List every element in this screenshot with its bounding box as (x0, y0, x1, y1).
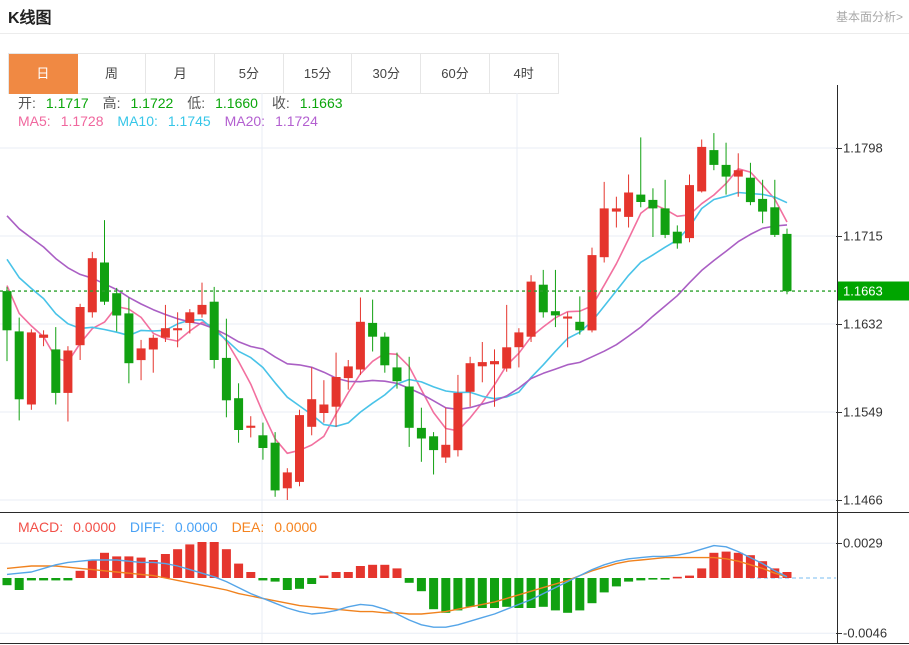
price-tick-1.1549: 1.1549 (843, 404, 883, 420)
ma10-value: 1.1745 (167, 113, 211, 129)
tab-5分[interactable]: 5分 (215, 54, 284, 94)
tab-周[interactable]: 周 (77, 54, 147, 94)
tab-30分[interactable]: 30分 (352, 54, 422, 94)
open-label: 开: (18, 95, 36, 111)
ma5-label: MA5: (18, 113, 51, 129)
fundamental-analysis-link[interactable]: 基本面分析> (835, 10, 903, 24)
dea-label: DEA: (231, 519, 265, 535)
ma10-label: MA10: (117, 113, 158, 129)
macd-value: 0.0000 (73, 519, 116, 535)
price-tick-1.1466: 1.1466 (843, 492, 883, 508)
price-tick-1.1549-tick (836, 412, 842, 413)
open-value: 1.1717 (45, 95, 89, 111)
ma20-label: MA20: (224, 113, 266, 129)
timeframe-tabbar: 日周月 5分 15分 30分 60分 4时 (8, 53, 559, 94)
bottom-border (0, 643, 909, 644)
page-title: K线图 (8, 10, 52, 27)
low-label: 低: (187, 95, 206, 111)
macd-tick-0.0029-tick (836, 543, 842, 544)
macd-readout: MACD: 0.0000 DIFF: 0.0000 DEA: 0.0000 (18, 519, 327, 535)
ma-readout: MA5: 1.1728 MA10: 1.1745 MA20: 1.1724 (18, 113, 328, 129)
ohlc-readout: 开: 1.1717 高: 1.1722 低: 1.1660 收: 1.1663 (18, 93, 353, 113)
high-value: 1.1722 (130, 95, 174, 111)
macd-tick--0.0046: -0.0046 (843, 625, 888, 641)
diff-label: DIFF: (129, 519, 165, 535)
macd-chart[interactable] (0, 513, 837, 643)
macd-label: MACD: (18, 519, 64, 535)
tab-月[interactable]: 月 (146, 54, 216, 94)
ma5-value: 1.1728 (60, 113, 104, 129)
price-tick-1.1798-tick (836, 148, 842, 149)
tab-日[interactable]: 日 (9, 54, 78, 94)
close-label: 收: (271, 95, 290, 111)
title-divider (0, 33, 909, 34)
tab-4时[interactable]: 4时 (489, 54, 559, 94)
candlestick-chart[interactable] (0, 85, 837, 513)
current-price-tag: 1.1663 (838, 281, 909, 301)
price-tick-1.1632: 1.1632 (843, 316, 883, 332)
diff-value: 0.0000 (174, 519, 218, 535)
dea-value: 0.0000 (274, 519, 318, 535)
close-value: 1.1663 (299, 95, 343, 111)
macd-tick-0.0029: 0.0029 (843, 535, 883, 551)
tab-15分[interactable]: 15分 (283, 54, 353, 94)
price-tick-1.1715-tick (836, 236, 842, 237)
low-value: 1.1660 (215, 95, 258, 111)
price-tick-1.1798: 1.1798 (843, 140, 883, 156)
panel-separator (0, 512, 909, 513)
macd-tick--0.0046-tick (836, 633, 842, 634)
price-tick-1.1715: 1.1715 (843, 228, 883, 244)
tab-60分[interactable]: 60分 (421, 54, 490, 94)
price-tick-1.1632-tick (836, 324, 842, 325)
price-tick-1.1466-tick (836, 500, 842, 501)
ma20-value: 1.1724 (275, 113, 318, 129)
price-axis-line (837, 85, 838, 643)
high-label: 高: (102, 95, 121, 111)
